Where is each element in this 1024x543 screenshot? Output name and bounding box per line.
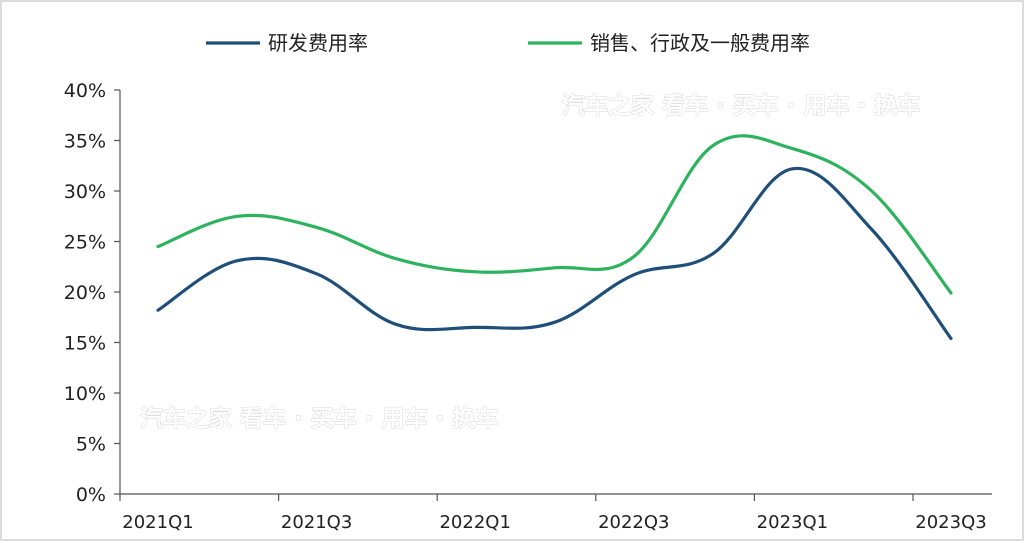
legend-item-rd: 研发费用率: [206, 31, 368, 55]
x-tick-label: 2023Q1: [757, 512, 828, 533]
y-tick-label: 0%: [76, 484, 106, 506]
y-tick-label: 10%: [64, 383, 106, 405]
watermark-text: 汽车之家 看车 · 买车 · 用车 · 换车: [562, 92, 920, 119]
x-tick-label: 2022Q1: [439, 512, 510, 533]
y-tick-label: 20%: [64, 282, 106, 304]
legend-label: 研发费用率: [268, 31, 368, 55]
rd-expense-ratio-line: [156, 166, 953, 341]
y-tick-label: 15%: [64, 333, 106, 355]
x-tick-label: 2022Q3: [598, 512, 669, 533]
y-tick-label: 40%: [64, 80, 106, 102]
x-tick-label: 2023Q3: [915, 512, 986, 533]
y-tick-label: 5%: [76, 434, 106, 456]
sga-expense-ratio-line: [156, 134, 953, 295]
y-tick-label: 30%: [64, 181, 106, 203]
watermark-text: 汽车之家 看车 · 买车 · 用车 · 换车: [140, 405, 498, 432]
legend-label: 销售、行政及一般费用率: [590, 31, 810, 55]
y-tick-label: 35%: [64, 131, 106, 153]
x-tick-label: 2021Q1: [122, 512, 193, 533]
legend-item-sga: 销售、行政及一般费用率: [528, 31, 810, 55]
y-tick-label: 25%: [64, 232, 106, 254]
series-lines: [156, 134, 953, 341]
axes: 0% 5% 10% 15% 20% 25% 30% 35% 40% 2021Q1 2021Q3 202…: [64, 80, 992, 533]
x-tick-label: 2021Q3: [281, 512, 352, 533]
legend: 研发费用率 销售、行政及一般费用率: [206, 31, 810, 55]
